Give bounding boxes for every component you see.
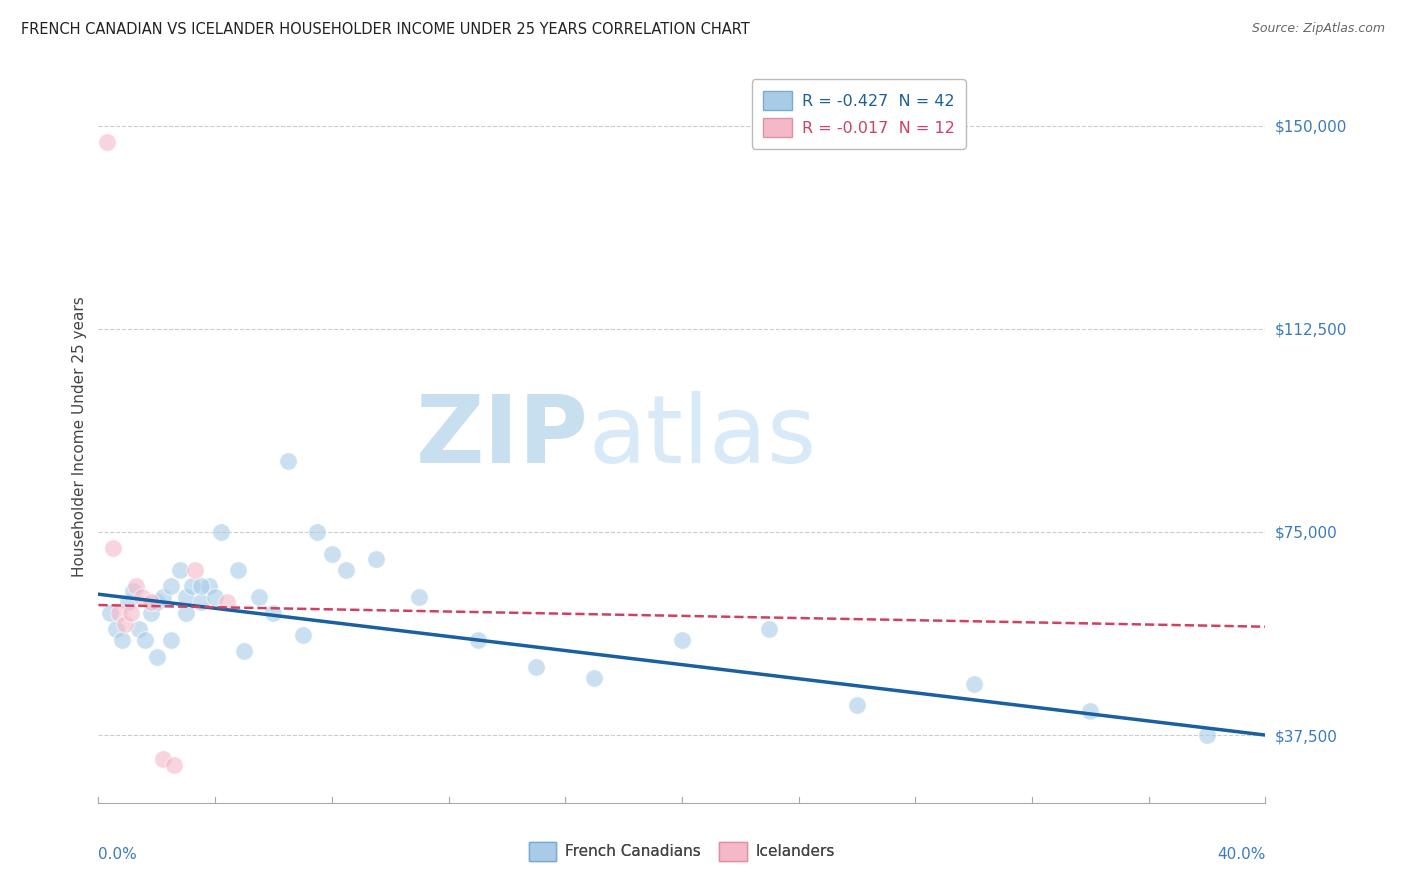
Point: [163, 757, 186, 772]
Point: [758, 623, 780, 637]
Point: [122, 584, 145, 599]
Point: [160, 633, 183, 648]
Point: [117, 595, 139, 609]
Point: [114, 617, 136, 632]
Point: [174, 606, 197, 620]
Point: [291, 628, 314, 642]
Point: [583, 671, 606, 685]
Point: [174, 590, 197, 604]
Point: [169, 563, 191, 577]
Point: [134, 633, 156, 648]
Point: [467, 633, 489, 648]
Point: [408, 590, 430, 604]
Point: [1080, 704, 1102, 718]
Point: [152, 752, 174, 766]
Text: 0.0%: 0.0%: [98, 847, 138, 862]
Point: [198, 579, 221, 593]
Point: [146, 595, 169, 609]
Point: [120, 606, 142, 620]
Point: [180, 579, 202, 593]
Point: [111, 633, 134, 648]
Point: [524, 660, 547, 674]
Legend: French Canadians, Icelanders: French Canadians, Icelanders: [520, 834, 844, 868]
Point: [128, 623, 150, 637]
Point: [962, 676, 984, 690]
Point: [183, 563, 205, 577]
Point: [247, 590, 270, 604]
Point: [209, 524, 232, 539]
Point: [262, 606, 284, 620]
Point: [98, 606, 121, 620]
Point: [139, 595, 162, 609]
Text: Source: ZipAtlas.com: Source: ZipAtlas.com: [1251, 22, 1385, 36]
Point: [190, 579, 212, 593]
Text: FRENCH CANADIAN VS ICELANDER HOUSEHOLDER INCOME UNDER 25 YEARS CORRELATION CHART: FRENCH CANADIAN VS ICELANDER HOUSEHOLDER…: [21, 22, 749, 37]
Point: [204, 590, 226, 604]
Point: [101, 541, 124, 556]
Point: [215, 595, 238, 609]
Text: ZIP: ZIP: [416, 391, 589, 483]
Point: [104, 623, 127, 637]
Point: [131, 590, 153, 604]
Point: [190, 595, 212, 609]
Point: [307, 524, 329, 539]
Point: [671, 633, 693, 648]
Point: [1195, 728, 1218, 742]
Point: [321, 547, 343, 561]
Point: [139, 606, 162, 620]
Point: [152, 590, 174, 604]
Point: [233, 644, 256, 658]
Point: [335, 563, 357, 577]
Point: [160, 579, 183, 593]
Point: [125, 579, 148, 593]
Point: [228, 563, 250, 577]
Point: [146, 649, 169, 664]
Y-axis label: Householder Income Under 25 years: Householder Income Under 25 years: [72, 297, 87, 577]
Point: [364, 552, 387, 566]
Point: [846, 698, 869, 713]
Point: [96, 135, 118, 149]
Point: [108, 606, 131, 620]
Text: 40.0%: 40.0%: [1218, 847, 1265, 862]
Text: atlas: atlas: [589, 391, 817, 483]
Point: [277, 454, 299, 468]
